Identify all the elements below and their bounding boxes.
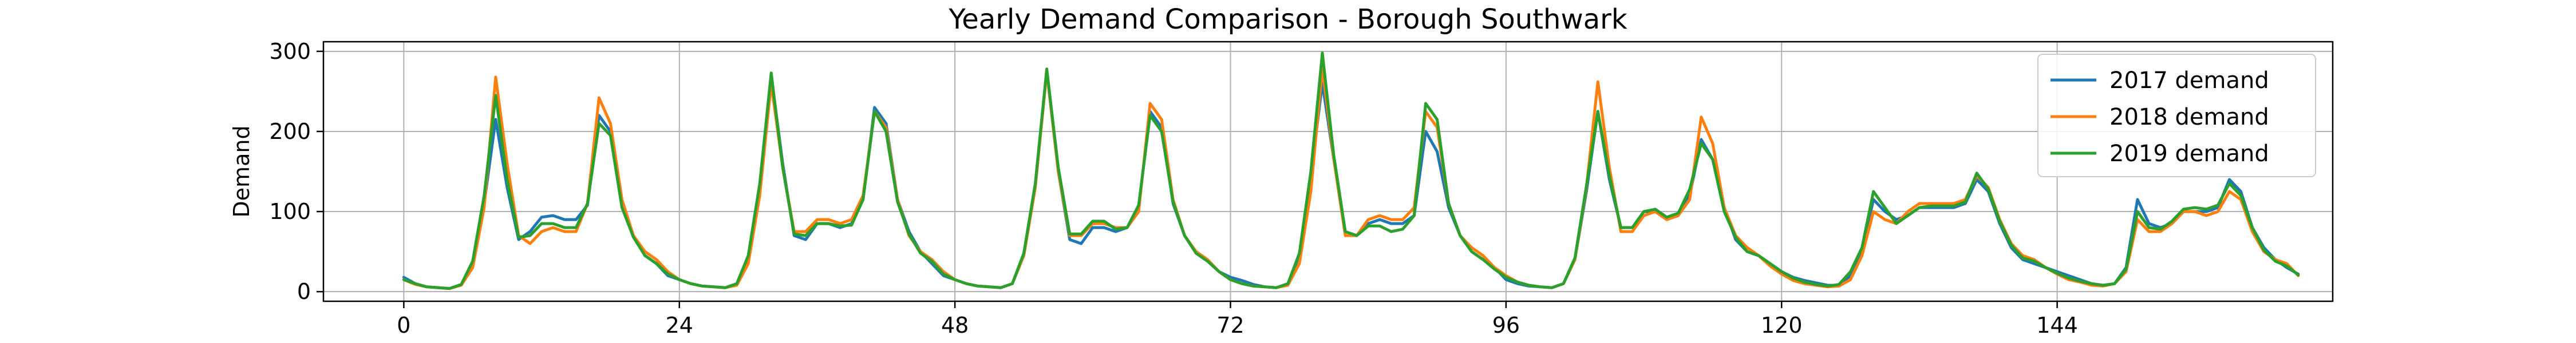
x-tick-label: 48 bbox=[941, 313, 969, 338]
x-tick-label: 120 bbox=[1761, 313, 1803, 338]
x-tick-label: 72 bbox=[1216, 313, 1244, 338]
plot-frame bbox=[322, 41, 2334, 302]
chart-title: Yearly Demand Comparison - Borough South… bbox=[948, 3, 1627, 35]
y-axis-label: Demand bbox=[229, 125, 254, 217]
x-tick-label: 144 bbox=[2036, 313, 2078, 338]
x-tick-label: 96 bbox=[1492, 313, 1520, 338]
y-tick-label: 0 bbox=[297, 279, 311, 304]
legend-box bbox=[2037, 54, 2316, 177]
x-tick-label: 0 bbox=[397, 313, 410, 338]
legend: 2017 demand 2018 demand 2019 demand bbox=[2037, 54, 2316, 177]
legend-label: 2017 demand bbox=[2109, 67, 2269, 94]
series-line-3 bbox=[402, 51, 2300, 290]
legend-label: 2018 demand bbox=[2109, 104, 2269, 130]
series-line-2 bbox=[402, 66, 2300, 290]
series-line-1 bbox=[402, 70, 2300, 290]
series-layer bbox=[402, 51, 2300, 290]
y-tick-label: 300 bbox=[269, 39, 311, 64]
x-tick-label: 24 bbox=[666, 313, 693, 338]
legend-label: 2019 demand bbox=[2109, 141, 2269, 167]
y-tick-label: 100 bbox=[269, 199, 311, 224]
axis-ticks: 0 24 48 72 96 120 144 0 100 200 300 bbox=[269, 39, 2077, 338]
y-tick-label: 200 bbox=[269, 119, 311, 144]
